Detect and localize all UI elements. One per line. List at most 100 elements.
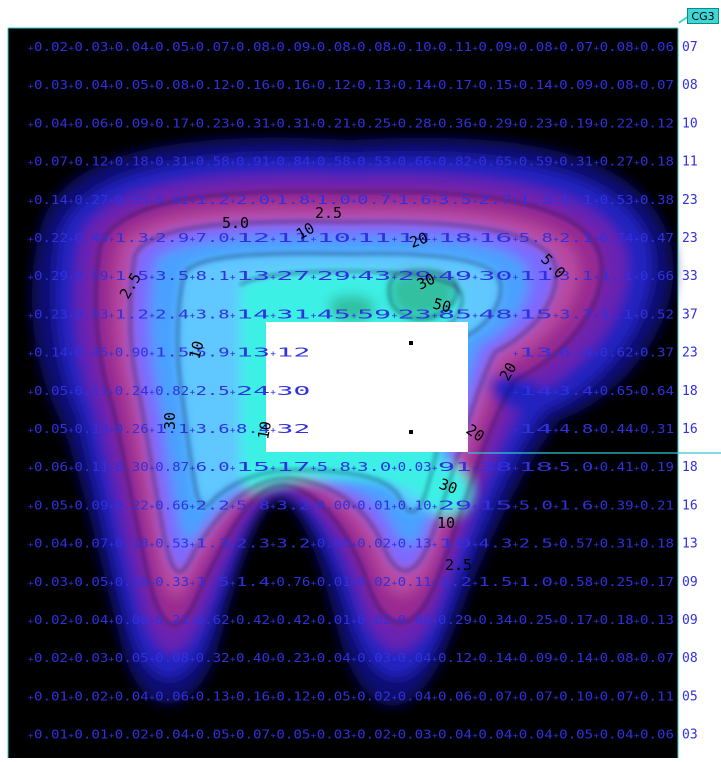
contour-line-50	[388, 270, 458, 320]
grid-point-marker: +	[270, 311, 276, 321]
grid-point-marker: +	[149, 655, 155, 665]
grid-value: 1.1	[600, 307, 634, 321]
grid-value: 0.11	[74, 384, 108, 398]
grid-point-marker: +	[270, 235, 276, 245]
grid-point-marker: +	[553, 273, 559, 283]
grid-value: 0.05	[155, 40, 189, 54]
grid-point-marker: +	[270, 617, 276, 627]
grid-point-marker: +	[553, 120, 559, 130]
grid-point-marker: +	[109, 388, 115, 398]
grid-point-marker: +	[190, 197, 196, 207]
grid-point-marker: +	[634, 541, 640, 551]
grid-point-marker: +	[109, 44, 115, 54]
grid-point-marker: +	[68, 82, 74, 92]
grid-value: 0.12	[640, 116, 674, 130]
grid-point-marker: +	[392, 235, 398, 245]
grid-value: 0.87	[155, 460, 189, 474]
grid-point-marker: +	[109, 541, 115, 551]
grid-point-marker: +	[432, 502, 438, 512]
grid-value: 0.31	[640, 422, 674, 436]
grid-point-marker: +	[109, 311, 115, 321]
grid-point-marker: +	[472, 311, 478, 321]
grid-value: 0.44	[600, 422, 634, 436]
grid-value: 0.01	[317, 575, 351, 589]
grid-value: 0.19	[559, 116, 593, 130]
grid-value: 0.48	[74, 231, 108, 245]
grid-value: 0.53	[155, 537, 189, 551]
grid-value: 0.59	[74, 269, 108, 283]
contour-line-5	[129, 221, 557, 573]
grid-value: 29	[317, 269, 351, 283]
grid-point-marker: +	[109, 655, 115, 665]
grid-value: 0.34	[478, 613, 512, 627]
obstruction-rect	[266, 322, 468, 452]
grid-value: 29	[438, 498, 472, 512]
grid-point-marker: +	[270, 44, 276, 54]
grid-point-marker: +	[68, 541, 74, 551]
grid-value: 1.1	[559, 193, 593, 207]
grid-value: 0.22	[34, 231, 68, 245]
grid-point-marker: +	[432, 693, 438, 703]
grid-point-marker: +	[68, 350, 74, 360]
grid-value: 0.19	[640, 460, 674, 474]
grid-point-marker: +	[432, 120, 438, 130]
grid-point-marker: +	[634, 617, 640, 627]
grid-value: 0.62	[600, 346, 634, 360]
grid-point-marker: +	[149, 579, 155, 589]
grid-value: 0.25	[357, 116, 391, 130]
grid-point-marker: +	[270, 541, 276, 551]
grid-value: 0.05	[115, 78, 149, 92]
grid-point-marker: +	[392, 159, 398, 169]
grid-point-marker: +	[513, 350, 519, 360]
grid-value: 0.7	[357, 193, 391, 207]
band-hot-spot	[489, 374, 552, 413]
grid-value: 0.58	[196, 155, 230, 169]
grid-point-marker: +	[109, 732, 115, 742]
grid-point-marker: +	[351, 197, 357, 207]
grid-value: 0.25	[600, 575, 634, 589]
grid-value: 0.14	[34, 193, 68, 207]
grid-value: 13	[519, 346, 553, 360]
grid-value: 0.14	[478, 651, 512, 665]
grid-point-marker: +	[109, 120, 115, 130]
grid-point-marker: +	[472, 579, 478, 589]
grid-point-marker: +	[230, 464, 236, 474]
grid-value: 0.18	[600, 613, 634, 627]
grid-point-marker: +	[472, 617, 478, 627]
grid-value: 18	[438, 231, 472, 245]
grid-point-marker: +	[553, 693, 559, 703]
grid-value: 5.9	[196, 346, 230, 360]
grid-value: 0.00	[317, 498, 351, 512]
drawing-tag[interactable]: CG3	[687, 8, 719, 24]
grid-point-marker: +	[270, 82, 276, 92]
contour-label: 30	[414, 270, 438, 294]
grid-value: 0.47	[640, 231, 674, 245]
grid-point-marker: +	[432, 235, 438, 245]
grid-value: 0.07	[640, 651, 674, 665]
grid-point-marker: +	[190, 44, 196, 54]
grid-value: 0.27	[74, 193, 108, 207]
grid-value: 5.8	[519, 231, 553, 245]
grid-value: 0.66	[398, 155, 432, 169]
grid-point-marker: +	[553, 197, 559, 207]
grid-value: 0.08	[600, 78, 634, 92]
grid-point-marker: +	[109, 82, 115, 92]
grid-value: 0.02	[357, 537, 391, 551]
grid-point-marker: +	[311, 655, 317, 665]
grid-value: 0.55	[115, 193, 149, 207]
grid-value: 0.06	[438, 689, 472, 703]
grid-point-marker: +	[109, 350, 115, 360]
grid-point-marker: +	[513, 197, 519, 207]
grid-value: 1.4	[236, 575, 270, 589]
grid-value: 2.0	[236, 193, 270, 207]
grid-point-marker: +	[553, 82, 559, 92]
grid-value: 0.17	[640, 575, 674, 589]
grid-point-marker: +	[634, 732, 640, 742]
grid-point-marker: +	[472, 541, 478, 551]
grid-point-marker: +	[109, 273, 115, 283]
grid-value: 0.22	[600, 116, 634, 130]
grid-value: 0.91	[236, 155, 270, 169]
grid-point-marker: +	[190, 617, 196, 627]
grid-value: 17	[276, 460, 310, 474]
grid-point-marker: +	[634, 44, 640, 54]
